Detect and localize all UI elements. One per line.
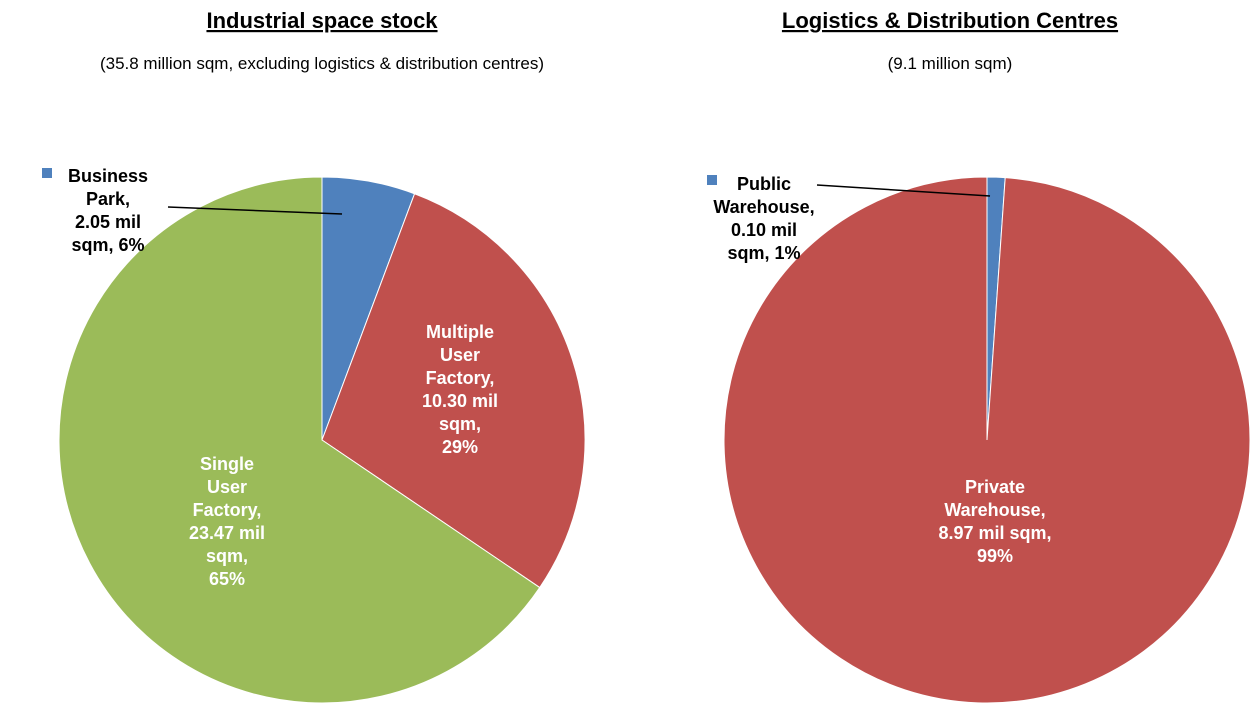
pie-slice: [723, 176, 1251, 704]
pie-slice: [321, 193, 586, 589]
data-label-line: Multiple: [426, 322, 494, 342]
chart-subtitle: (35.8 million sqm, excluding logistics &…: [100, 54, 544, 73]
data-label-line: 2.05 mil: [75, 212, 141, 232]
data-label-line: Warehouse,: [944, 500, 1045, 520]
data-label-line: User: [207, 477, 247, 497]
leader-line: [816, 184, 991, 197]
pie-slice: [58, 176, 541, 704]
leader-line: [167, 206, 343, 215]
data-label: Public Warehouse, 0.10 mil sqm, 1%: [713, 174, 814, 263]
data-label-line: Private: [965, 477, 1025, 497]
labels: Business Park, 2.05 mil sqm, 6% Multiple User…: [42, 166, 1052, 589]
data-label-line: Public: [737, 174, 791, 194]
data-label-line: 99%: [977, 546, 1013, 566]
data-label-line: 0.10 mil: [731, 220, 797, 240]
legend-key: [707, 175, 717, 185]
data-label-line: Park,: [86, 189, 130, 209]
data-label-line: 65%: [209, 569, 245, 589]
data-label-line: 29%: [442, 437, 478, 457]
data-label-line: sqm,: [206, 546, 248, 566]
legend-key: [42, 168, 52, 178]
data-label-line: User: [440, 345, 480, 365]
chart-title: Logistics & Distribution Centres: [782, 8, 1118, 33]
data-label-line: Single: [200, 454, 254, 474]
data-label-line: Warehouse,: [713, 197, 814, 217]
chart-subtitle: (9.1 million sqm): [888, 54, 1013, 73]
data-label-line: 8.97 mil sqm,: [938, 523, 1051, 543]
data-label-line: Factory,: [426, 368, 495, 388]
data-label-line: 10.30 mil: [422, 391, 498, 411]
data-label: Private Warehouse, 8.97 mil sqm, 99%: [938, 477, 1051, 566]
data-label-line: sqm,: [439, 414, 481, 434]
data-label-line: sqm, 6%: [71, 235, 144, 255]
chart-title: Industrial space stock: [206, 8, 438, 33]
data-label: Business Park, 2.05 mil sqm, 6%: [68, 166, 148, 255]
data-label-line: sqm, 1%: [727, 243, 800, 263]
data-label-line: Factory,: [193, 500, 262, 520]
data-label: Single User Factory, 23.47 mil sqm, 65%: [189, 454, 265, 589]
data-label: Multiple User Factory, 10.30 mil sqm, 29%: [422, 322, 498, 457]
data-label-line: 23.47 mil: [189, 523, 265, 543]
data-label-line: Business: [68, 166, 148, 186]
pies: [58, 176, 1251, 704]
